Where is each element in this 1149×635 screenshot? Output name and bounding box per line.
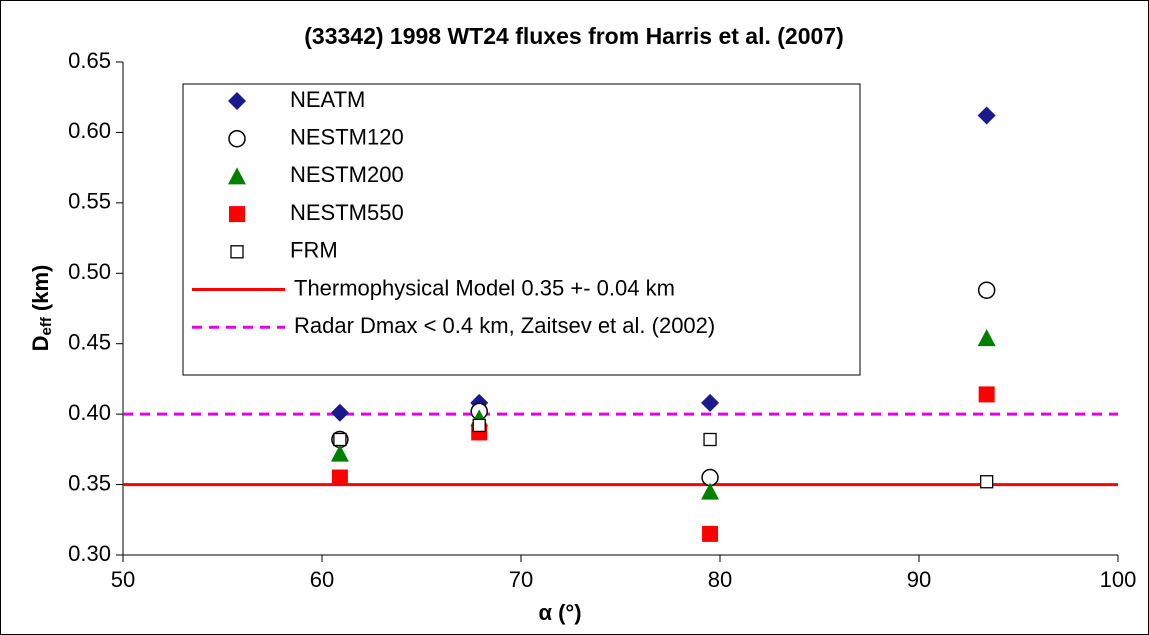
y-label-sub: eff	[38, 316, 55, 335]
y-label-main: D	[28, 335, 53, 351]
y-tick-label: 0.45	[68, 330, 111, 355]
y-tick-label: 0.30	[68, 541, 111, 566]
x-tick-label: 50	[111, 567, 135, 592]
legend-label: Thermophysical Model 0.35 +- 0.04 km	[294, 275, 675, 300]
point	[330, 444, 349, 462]
point	[331, 469, 348, 486]
legend-label: NESTM120	[290, 125, 404, 150]
point	[977, 329, 996, 347]
legend-marker	[228, 92, 246, 110]
y-label-unit: (km)	[28, 265, 53, 311]
x-tick-label: 60	[310, 567, 334, 592]
point	[333, 432, 347, 447]
legend-label: FRM	[290, 238, 338, 263]
x-axis-label: α (°)	[538, 600, 581, 625]
x-tick-label: 80	[708, 567, 732, 592]
y-tick-label: 0.55	[68, 189, 111, 214]
point	[977, 106, 996, 125]
x-tick-label: 100	[1100, 567, 1137, 592]
point	[978, 386, 995, 403]
y-tick-label: 0.60	[68, 118, 111, 143]
chart-title: (33342) 1998 WT24 fluxes from Harris et …	[304, 23, 843, 49]
legend-marker	[228, 129, 246, 148]
y-tick-label: 0.65	[68, 48, 111, 73]
point	[472, 418, 486, 433]
x-tick-label: 90	[907, 567, 931, 592]
point	[977, 281, 996, 299]
legend-label: NESTM200	[290, 162, 404, 187]
legend-marker	[230, 245, 244, 259]
x-tick-label: 70	[509, 567, 533, 592]
legend-marker	[229, 206, 245, 223]
legend-label: NEATM	[290, 87, 365, 112]
point	[980, 475, 994, 489]
legend-label: NESTM550	[290, 200, 404, 225]
point	[702, 525, 719, 542]
y-axis-label: Deff (km)	[28, 265, 55, 352]
point	[701, 393, 720, 412]
legend-box	[182, 83, 861, 376]
y-tick-label: 0.35	[68, 470, 111, 495]
point	[703, 432, 717, 447]
point	[330, 403, 349, 422]
legend-marker	[228, 167, 246, 185]
legend-label: Radar Dmax < 0.4 km, Zaitsev et al. (200…	[294, 313, 715, 338]
y-tick-label: 0.50	[68, 259, 111, 284]
point	[701, 482, 720, 500]
y-tick-label: 0.40	[68, 400, 111, 425]
